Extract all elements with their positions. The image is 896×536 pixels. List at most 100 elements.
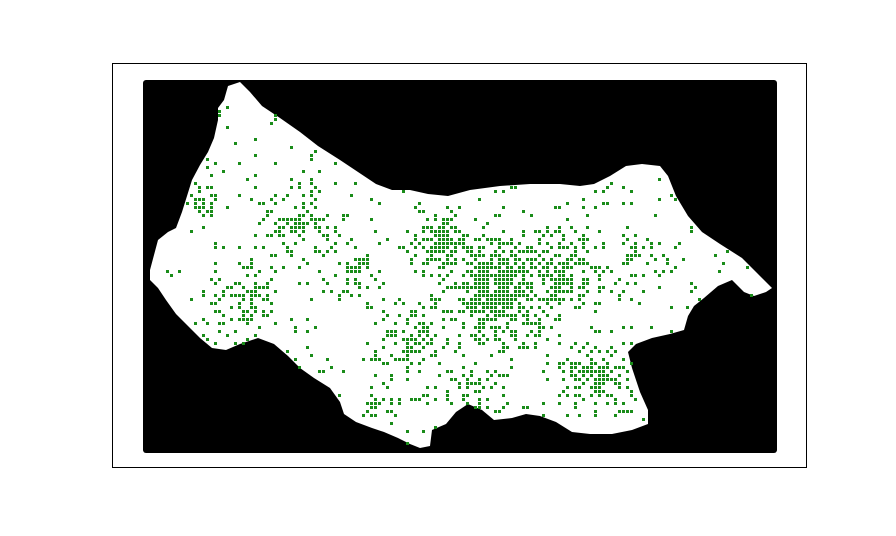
green-marker [478, 246, 481, 249]
green-marker [522, 278, 525, 281]
green-marker [626, 238, 629, 241]
green-marker [462, 238, 465, 241]
green-marker [490, 274, 493, 277]
green-marker [294, 226, 297, 229]
green-marker [490, 254, 493, 257]
green-marker [474, 254, 477, 257]
green-marker [426, 258, 429, 261]
green-marker [470, 306, 473, 309]
green-marker [450, 238, 453, 241]
green-marker [510, 254, 513, 257]
green-marker [238, 246, 241, 249]
green-marker [166, 270, 169, 273]
green-marker [314, 250, 317, 253]
green-marker [206, 338, 209, 341]
green-marker [498, 290, 501, 293]
green-marker [274, 194, 277, 197]
green-marker [370, 386, 373, 389]
green-marker [214, 342, 217, 345]
green-marker [582, 262, 585, 265]
green-marker [206, 322, 209, 325]
green-marker [414, 246, 417, 249]
green-marker [502, 206, 505, 209]
green-marker [442, 318, 445, 321]
green-marker [298, 234, 301, 237]
green-marker [434, 258, 437, 261]
green-marker [362, 262, 365, 265]
green-marker [242, 266, 245, 269]
green-marker [234, 142, 237, 145]
green-marker [486, 290, 489, 293]
green-marker [438, 226, 441, 229]
green-marker [642, 290, 645, 293]
green-marker [334, 274, 337, 277]
green-marker [578, 386, 581, 389]
green-marker [418, 210, 421, 213]
green-marker [594, 310, 597, 313]
green-marker [498, 278, 501, 281]
green-marker [502, 374, 505, 377]
green-marker [458, 230, 461, 233]
green-marker [414, 326, 417, 329]
green-marker [478, 266, 481, 269]
green-marker [598, 390, 601, 393]
green-marker [478, 318, 481, 321]
green-marker [514, 258, 517, 261]
green-marker [602, 370, 605, 373]
green-marker [474, 278, 477, 281]
green-marker [598, 386, 601, 389]
green-marker [602, 390, 605, 393]
green-marker [474, 338, 477, 341]
green-marker [482, 318, 485, 321]
green-marker [374, 398, 377, 401]
green-marker [218, 110, 221, 113]
green-marker [462, 298, 465, 301]
green-marker [282, 242, 285, 245]
green-marker [358, 270, 361, 273]
green-marker [442, 266, 445, 269]
green-marker [482, 302, 485, 305]
green-marker [294, 330, 297, 333]
green-marker [410, 310, 413, 313]
green-marker [654, 270, 657, 273]
green-marker [254, 234, 257, 237]
green-marker [678, 242, 681, 245]
green-marker [422, 274, 425, 277]
green-marker [390, 378, 393, 381]
green-marker [470, 298, 473, 301]
green-marker [406, 370, 409, 373]
green-marker [482, 262, 485, 265]
green-marker [494, 326, 497, 329]
green-marker [594, 410, 597, 413]
green-marker [462, 258, 465, 261]
green-marker [478, 390, 481, 393]
green-marker [522, 262, 525, 265]
green-marker [550, 258, 553, 261]
green-marker [486, 314, 489, 317]
green-marker [310, 354, 313, 357]
green-marker [506, 258, 509, 261]
green-marker [526, 294, 529, 297]
green-marker [330, 290, 333, 293]
green-marker [534, 334, 537, 337]
green-marker [502, 262, 505, 265]
green-marker [498, 258, 501, 261]
green-marker [594, 370, 597, 373]
green-marker [650, 242, 653, 245]
green-marker [586, 370, 589, 373]
green-marker [562, 270, 565, 273]
green-marker [474, 306, 477, 309]
green-marker [670, 330, 673, 333]
green-marker [530, 246, 533, 249]
green-marker [650, 326, 653, 329]
green-marker [514, 314, 517, 317]
green-marker [314, 150, 317, 153]
green-marker [502, 298, 505, 301]
green-marker [602, 374, 605, 377]
green-marker [538, 238, 541, 241]
green-marker [534, 230, 537, 233]
green-marker [522, 210, 525, 213]
green-marker [538, 326, 541, 329]
green-marker [422, 246, 425, 249]
green-marker [302, 258, 305, 261]
